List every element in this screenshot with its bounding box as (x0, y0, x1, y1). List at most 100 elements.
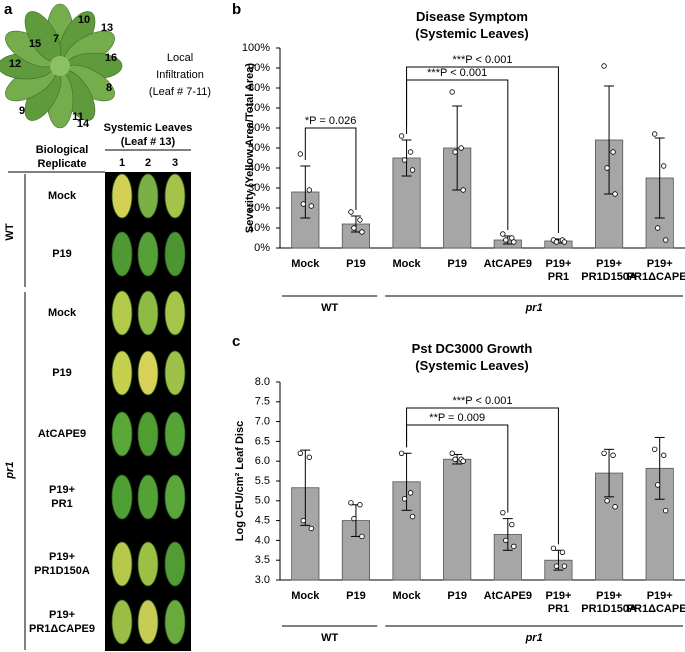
leaf-photo (164, 599, 186, 645)
x-tick-label: Mock (291, 258, 320, 270)
group-label: pr1 (4, 461, 16, 479)
leaf-photo (137, 599, 159, 645)
leaf-photo (164, 173, 186, 219)
significance-label: **P = 0.009 (429, 412, 485, 424)
x-tick-label: P19 (346, 590, 366, 602)
leaf-photo (137, 411, 159, 457)
significance-label: ***P < 0.001 (427, 67, 487, 79)
y-tick-label: 0% (254, 242, 270, 254)
x-tick-label: P19+PR1ΔCAPE9 (627, 590, 685, 615)
infiltration-label: Local Infiltration (Leaf # 7-11) (149, 52, 211, 98)
leaf-photo (111, 231, 133, 277)
group-label: pr1 (525, 302, 543, 314)
leaf-photo (137, 350, 159, 396)
y-tick-label: 4.0 (255, 534, 270, 546)
leaf-photo (164, 350, 186, 396)
y-tick-label: 30% (248, 182, 270, 194)
data-point (559, 549, 566, 555)
data-point (297, 151, 304, 157)
data-point (460, 458, 466, 464)
leaf-photo (137, 541, 159, 587)
data-point (654, 225, 661, 231)
y-tick-label: 6.5 (255, 435, 270, 447)
significance-bracket (304, 127, 357, 210)
data-point (662, 508, 669, 514)
y-tick-label: 60% (248, 122, 270, 134)
x-tick-label: P19+ PR1 (545, 258, 571, 283)
leaf-photo (137, 290, 159, 336)
error-bar (654, 137, 665, 219)
y-tick-label: 90% (248, 62, 270, 74)
y-tick-label: 100% (242, 42, 270, 54)
data-point (662, 237, 669, 243)
x-tick-label: P19+ PR1 (545, 590, 571, 615)
leaf-photo (164, 411, 186, 457)
x-tick-label: Mock (393, 258, 422, 270)
leaf-photo (111, 290, 133, 336)
x-tick-label: P19+ PR1D150A (581, 258, 637, 283)
row-label: P19+ PR1D150A (34, 551, 90, 577)
leaf-photo (164, 290, 186, 336)
leaf-photo (111, 474, 133, 520)
leaf-number: 11 (72, 111, 84, 123)
row-label: P19+ PR1 (49, 484, 75, 510)
row-label: P19 (52, 367, 72, 379)
leaf-photo (137, 474, 159, 520)
leaf-number: 7 (53, 33, 59, 45)
leaf-photo (111, 599, 133, 645)
data-point (610, 149, 616, 155)
y-tick-label: 50% (248, 142, 270, 154)
leaf-number: 8 (106, 82, 112, 94)
bar (443, 458, 472, 581)
data-point (553, 563, 560, 569)
y-tick-label: 3.0 (255, 574, 270, 586)
leaf-photo (137, 231, 159, 277)
rosette-center (50, 56, 70, 76)
data-point (561, 563, 568, 569)
data-point (308, 203, 315, 209)
panel-label: b (232, 1, 241, 18)
data-point (348, 209, 354, 215)
data-point (348, 500, 354, 506)
data-point (308, 525, 315, 532)
data-point (460, 187, 466, 193)
row-label: P19+ PR1ΔCAPE9 (29, 609, 95, 635)
leaf-photo (111, 350, 133, 396)
data-point (550, 545, 557, 552)
data-point (306, 187, 313, 193)
replicate-number: 2 (145, 157, 151, 169)
group-label: WT (321, 302, 338, 314)
row-label: Mock (48, 190, 77, 202)
leaf-photo (164, 541, 186, 587)
data-point (300, 517, 307, 524)
leaf-photo (137, 173, 159, 219)
data-point (398, 450, 405, 456)
x-tick-label: Mock (393, 590, 422, 602)
leaf-number: 15 (29, 38, 41, 50)
data-point (500, 231, 506, 237)
y-tick-label: 3.5 (255, 554, 270, 566)
replicate-number: 3 (172, 157, 178, 169)
data-point (359, 533, 365, 540)
significance-label: ***P < 0.001 (452, 395, 512, 407)
data-point (357, 502, 363, 508)
leaf-photo (111, 541, 133, 587)
y-tick-label: 4.5 (255, 515, 270, 527)
x-tick-label: AtCAPE9 (484, 590, 532, 602)
data-point (511, 239, 517, 245)
leaf-number: 13 (101, 22, 113, 34)
significance-bracket (406, 66, 559, 233)
data-point (401, 157, 408, 163)
data-point (612, 504, 618, 510)
significance-bracket (406, 407, 559, 545)
data-point (359, 229, 365, 235)
leaf-number: 9 (19, 105, 25, 117)
error-bar (300, 165, 311, 219)
data-point (660, 452, 667, 458)
leaf-photo (164, 474, 186, 520)
leaf-photo (164, 231, 186, 277)
data-point (300, 201, 307, 207)
data-point (452, 149, 458, 155)
data-point (651, 131, 658, 137)
